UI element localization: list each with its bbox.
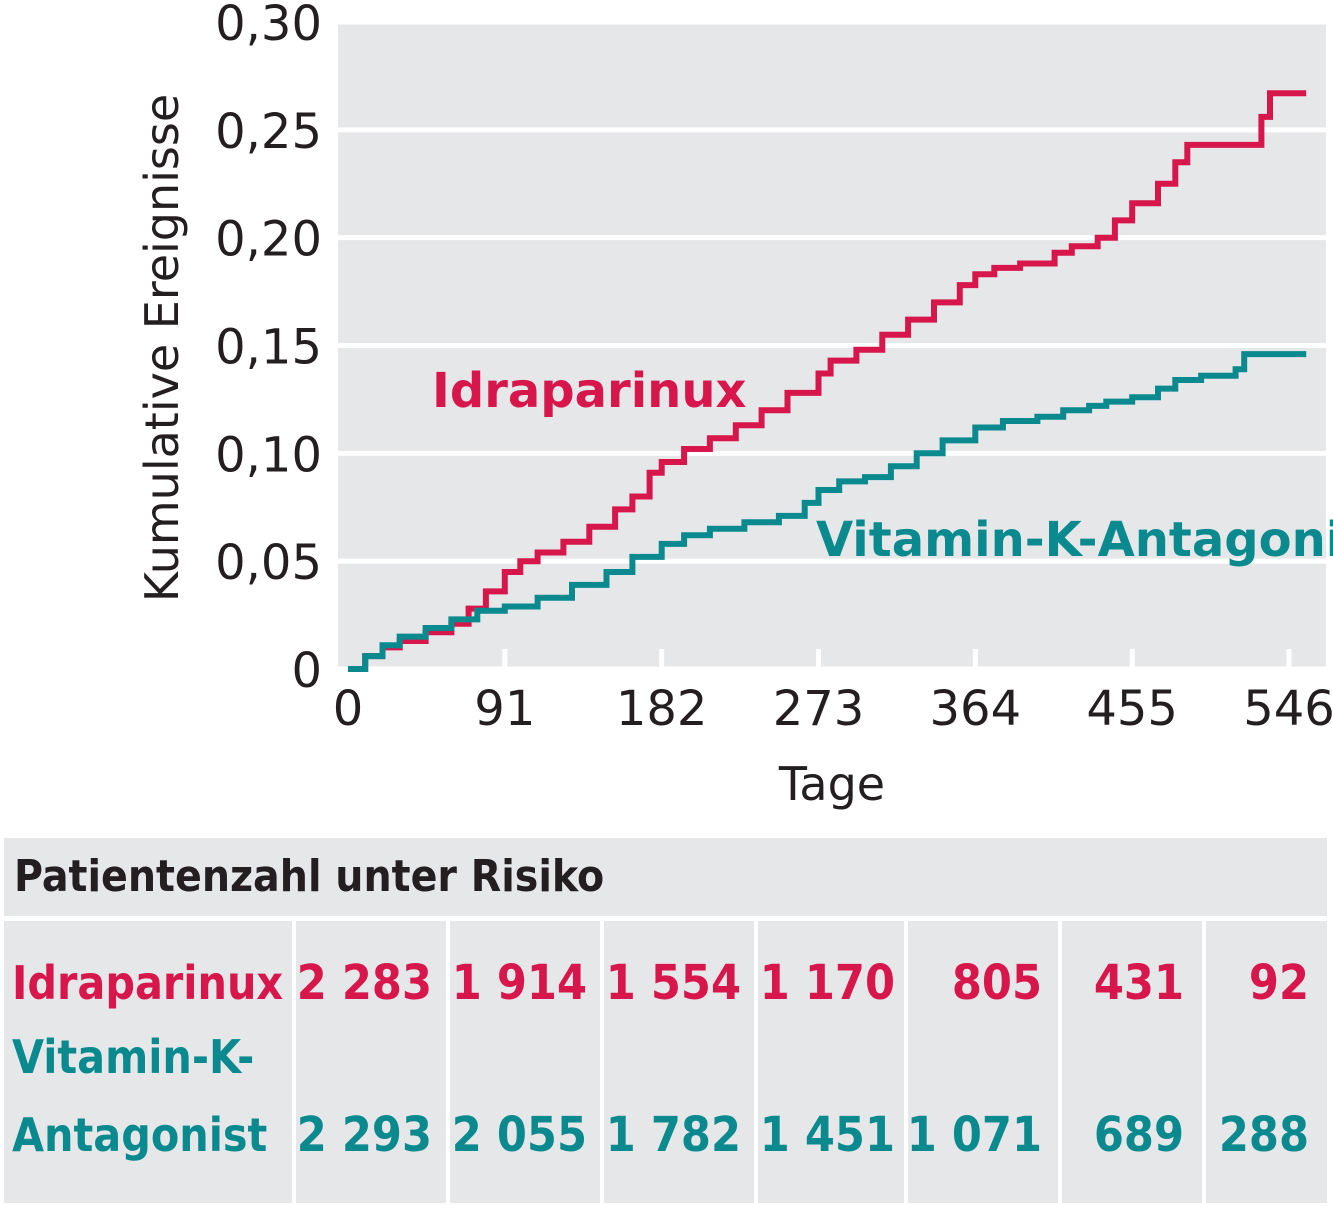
risk-value-idraparinux: 805 [951,955,1042,1011]
row-label-idraparinux: Idraparinux [12,956,284,1010]
y-tick-labels: 0 0,05 0,10 0,15 0,20 0,25 0,30 [215,0,322,699]
y-tick-label: 0,25 [215,104,322,160]
risk-table-body: Idraparinux Vitamin-K- Antagonist 2 283 … [4,921,1327,1203]
value-cell [908,921,1058,1203]
gridlines [338,19,1326,672]
chart: 0 0,05 0,10 0,15 0,20 0,25 0,30 0 91 182 273 364 45… [135,0,1333,811]
value-cell [758,921,904,1203]
risk-value-idraparinux: 92 [1248,955,1309,1011]
row-label-vitamin-k-line1: Vitamin-K- [12,1030,255,1084]
x-tick-label: 91 [474,681,535,737]
risk-value-vitamin-k: 689 [1093,1107,1184,1163]
x-tick-label: 182 [616,681,708,737]
value-cell [450,921,600,1203]
series-lines [348,90,1307,672]
value-cell [1062,921,1202,1203]
y-tick-label: 0 [291,643,322,699]
y-tick-label: 0,15 [215,320,322,376]
y-tick-label: 0,10 [215,427,322,483]
risk-value-vitamin-k: 1 451 [759,1107,895,1163]
label-cell [4,921,292,1203]
risk-table: Patientenzahl unter Risiko Idraparinux V… [4,838,1327,1203]
y-tick-label: 0,05 [215,535,322,591]
x-tick-label: 0 [333,681,364,737]
risk-value-vitamin-k: 288 [1218,1107,1309,1163]
risk-value-vitamin-k: 1 071 [906,1107,1042,1163]
y-tick-label: 0,20 [215,212,322,268]
x-tick-label: 455 [1086,681,1178,737]
risk-value-idraparinux: 1 170 [759,955,895,1011]
x-tick-label: 364 [930,681,1022,737]
risk-value-vitamin-k: 2 293 [296,1107,432,1163]
value-cell [296,921,446,1203]
risk-table-title: Patientenzahl unter Risiko [4,838,1327,916]
tick-marks [502,649,1292,677]
series-label-idraparinux: Idraparinux [432,363,747,419]
x-tick-label: 546 [1243,681,1333,737]
value-cell [604,921,754,1203]
x-tick-label: 273 [773,681,865,737]
risk-value-idraparinux: 2 283 [296,955,432,1011]
risk-value-vitamin-k: 1 782 [605,1107,741,1163]
value-cell [1206,921,1327,1203]
y-axis-label: Kumulative Ereignisse [135,94,189,602]
series-line-vitamin-k-antagonist [348,351,1307,672]
risk-value-vitamin-k: 2 055 [451,1107,587,1163]
risk-value-idraparinux: 1 554 [605,955,741,1011]
row-label-vitamin-k-line2: Antagonist [12,1108,268,1162]
y-tick-label: 0,30 [215,0,322,52]
risk-value-idraparinux: 1 914 [451,955,587,1011]
x-tick-labels: 0 91 182 273 364 455 546 [333,681,1333,737]
x-axis-label: Tage [778,757,885,811]
series-label-vitamin-k-antagonist: Vitamin-K-Antagonist [816,512,1333,568]
risk-value-idraparinux: 431 [1093,955,1184,1011]
series-line-idraparinux [348,90,1307,672]
